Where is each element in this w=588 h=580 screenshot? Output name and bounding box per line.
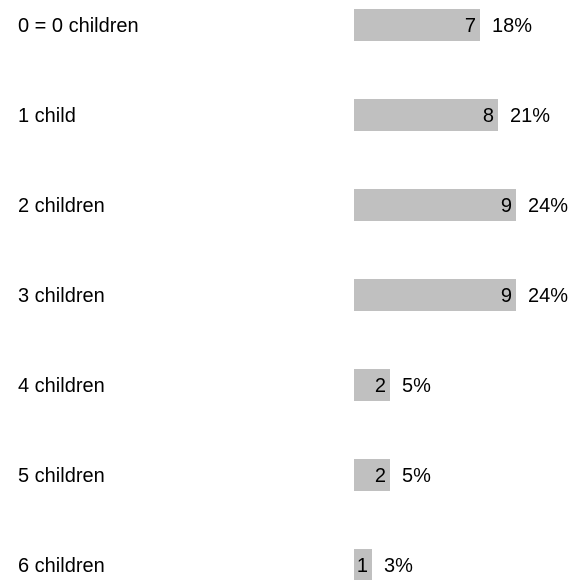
- bar: [354, 9, 480, 41]
- bar: [354, 99, 498, 131]
- count-label: 9: [501, 195, 512, 217]
- category-label: 0 = 0 children: [18, 15, 139, 37]
- category-label: 1 child: [18, 105, 76, 127]
- bar: [354, 189, 516, 221]
- percent-label: 24%: [528, 285, 568, 307]
- category-label: 4 children: [18, 375, 105, 397]
- bar: [354, 369, 390, 401]
- count-label: 7: [465, 15, 476, 37]
- count-label: 8: [483, 105, 494, 127]
- count-label: 1: [357, 555, 368, 577]
- percent-label: 18%: [492, 15, 532, 37]
- category-label: 5 children: [18, 465, 105, 487]
- percent-label: 3%: [384, 555, 413, 577]
- count-label: 2: [375, 465, 386, 487]
- category-label: 2 children: [18, 195, 105, 217]
- percent-label: 24%: [528, 195, 568, 217]
- count-label: 9: [501, 285, 512, 307]
- percent-label: 5%: [402, 465, 431, 487]
- percent-label: 5%: [402, 375, 431, 397]
- count-label: 2: [375, 375, 386, 397]
- bar: [354, 279, 516, 311]
- category-label: 3 children: [18, 285, 105, 307]
- bar: [354, 549, 372, 580]
- percent-label: 21%: [510, 105, 550, 127]
- category-label: 6 children: [18, 555, 105, 577]
- bar: [354, 459, 390, 491]
